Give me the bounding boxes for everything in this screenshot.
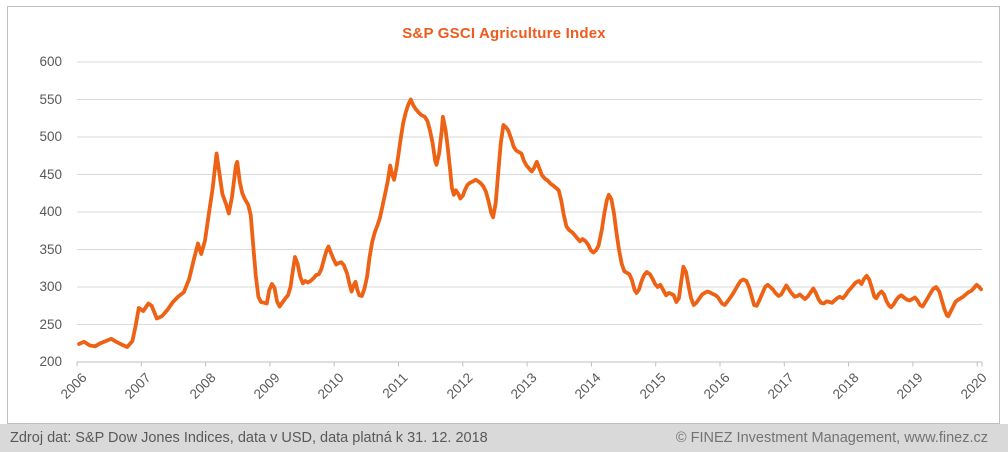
chart-title: S&P GSCI Agriculture Index [402, 25, 606, 42]
y-axis-label-500: 500 [39, 129, 62, 144]
footer-copyright-text: © FINEZ Investment Management, www.finez… [675, 430, 988, 446]
y-axis-label-600: 600 [39, 54, 62, 69]
footer-source-text: Zdroj dat: S&P Dow Jones Indices, data v… [10, 430, 488, 446]
y-axis-label-400: 400 [39, 204, 62, 219]
y-axis-label-550: 550 [39, 91, 62, 107]
chart-frame [7, 6, 1000, 424]
price-line [77, 97, 983, 349]
y-axis-label-350: 350 [39, 241, 62, 257]
y-axis-label-200: 200 [39, 354, 62, 369]
y-axis-label-250: 250 [39, 316, 62, 332]
footer-bar: Zdroj dat: S&P Dow Jones Indices, data v… [0, 424, 1008, 452]
y-axis-label-300: 300 [39, 279, 62, 294]
y-axis-label-450: 450 [39, 166, 62, 182]
